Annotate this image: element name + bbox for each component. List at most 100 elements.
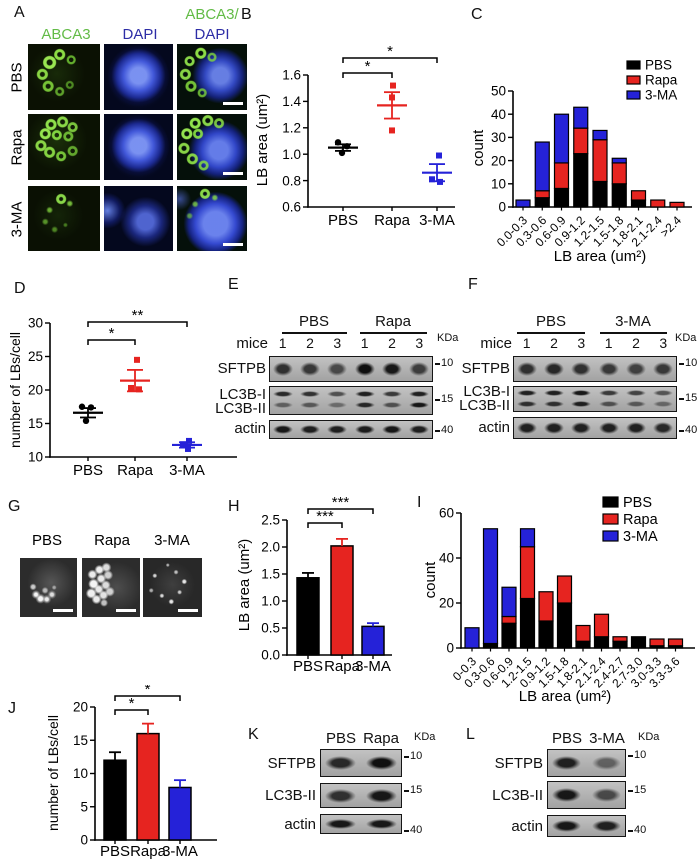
- marker-label: 10: [441, 357, 454, 369]
- sig-star: ***: [316, 508, 334, 525]
- blot-row-label: SFTPB: [267, 755, 316, 772]
- hist-segment-3-MA: [534, 141, 550, 192]
- blot-row-label: actin: [234, 420, 266, 437]
- y-tick-label: 2.0: [261, 540, 280, 555]
- protein-band: [653, 422, 674, 434]
- hist-segment-3-MA: [573, 106, 589, 129]
- marker-tick: [404, 756, 409, 758]
- chart-c-lb-area-histogram: 01020304050count0.0-0.30.3-0.60.6-0.90.9…: [470, 58, 692, 265]
- micrograph-3ma-abca3: [28, 186, 100, 251]
- hist-segment-3-MA: [482, 528, 499, 645]
- kda-label: KDa: [437, 332, 459, 344]
- hist-segment-PBS: [630, 199, 647, 208]
- sig-star: *: [387, 43, 393, 60]
- protein-band: [543, 400, 565, 407]
- hist-segment-Rapa: [538, 591, 554, 622]
- y-tick-label: 5: [80, 799, 88, 814]
- sig-bracket: [114, 709, 149, 715]
- hist-segment-Rapa: [630, 190, 647, 201]
- data-point: [437, 178, 443, 185]
- legend-swatch-3-MA: [602, 530, 619, 542]
- y-tick-label: 1.0: [261, 594, 280, 609]
- hist-segment-PBS: [519, 597, 536, 649]
- category-label: 3-MA: [355, 658, 391, 675]
- data-point: [338, 149, 346, 157]
- protein-band: [366, 788, 397, 803]
- micrograph-rapa-dapi: [104, 114, 173, 180]
- lane-number: 3: [415, 335, 424, 351]
- blot-row-label: LC3B-I: [463, 383, 510, 400]
- data-point: [186, 437, 192, 444]
- bar-PBS: [103, 759, 127, 841]
- sig-star: *: [365, 58, 371, 75]
- category-label: Rapa: [324, 658, 361, 675]
- protein-band: [552, 788, 582, 802]
- hist-segment-3-MA: [553, 113, 570, 164]
- panel-j-label: J: [8, 700, 16, 717]
- hist-segment-Rapa: [575, 624, 591, 642]
- data-point: [436, 152, 442, 159]
- bar-3-MA: [361, 625, 385, 656]
- chart-b-lb-area-scatter: 0.6 0.8 1.0 1.2 1.4 1.6 LB area (um²) PBS Rapa 3-…: [254, 43, 455, 229]
- g-label-3ma: 3-MA: [154, 532, 190, 549]
- protein-band: [299, 390, 321, 397]
- protein-band: [571, 362, 592, 376]
- protein-band: [366, 756, 397, 770]
- sig-star: **: [132, 307, 144, 324]
- hist-segment-PBS: [575, 640, 591, 649]
- data-point: [78, 403, 86, 410]
- y-tick-label: 1.0: [282, 147, 301, 162]
- micrograph-pbs-dapi: [104, 44, 173, 110]
- protein-band: [552, 820, 582, 832]
- marker-tick: [435, 399, 440, 401]
- y-tick-label: 20: [28, 383, 43, 398]
- protein-band: [409, 390, 430, 397]
- scale-bar: [223, 243, 243, 246]
- blot-strip-LC3B-I: [513, 386, 677, 412]
- micrograph-g-3ma: [143, 558, 202, 617]
- hist-segment-Rapa: [611, 162, 627, 185]
- scale-bar: [53, 609, 73, 612]
- protein-band: [327, 425, 348, 434]
- panel-d-label: D: [14, 280, 26, 297]
- legend-label: Rapa: [645, 73, 678, 88]
- data-point: [334, 139, 342, 146]
- sig-bracket: [87, 339, 136, 345]
- y-tick-label: 0.5: [261, 621, 280, 636]
- y-tick-label: 40: [439, 551, 454, 566]
- panel-c-label: C: [471, 6, 483, 23]
- protein-band: [272, 425, 293, 434]
- hist-segment-3-MA: [464, 627, 480, 649]
- blot-strip-LC3B-I: [269, 386, 433, 415]
- hist-segment-Rapa: [573, 127, 589, 155]
- kda-label: KDa: [638, 731, 660, 743]
- blot-row-label: actin: [511, 818, 543, 835]
- y-tick-label: 10: [28, 450, 43, 465]
- blot-row-label: LC3B-I: [219, 386, 266, 403]
- protein-band: [354, 362, 375, 376]
- protein-band: [571, 400, 592, 407]
- legend-swatch-Rapa: [602, 513, 619, 525]
- lane-number: 1: [522, 335, 531, 351]
- protein-band: [625, 362, 647, 376]
- marker-tick: [679, 430, 684, 432]
- marker-label: 40: [634, 824, 647, 836]
- micrograph-g-rapa: [82, 558, 140, 617]
- sig-star: *: [129, 695, 135, 712]
- protein-band: [381, 390, 403, 397]
- panel-h-label: H: [228, 498, 240, 515]
- blot-group-underline: [360, 332, 427, 334]
- hist-segment-PBS: [538, 620, 554, 649]
- protein-band: [354, 390, 375, 397]
- blot-group-underline: [282, 332, 347, 334]
- category-label: PBS: [293, 658, 323, 675]
- bar-Rapa: [330, 545, 354, 656]
- blot-row-label: SFTPB: [461, 360, 510, 377]
- hist-segment-Rapa: [612, 636, 628, 642]
- lane-number: 3: [577, 335, 586, 351]
- hist-segment-3-MA: [501, 586, 517, 618]
- data-point: [128, 384, 134, 391]
- sig-bracket: [307, 508, 374, 514]
- sig-bracket: [114, 695, 181, 701]
- data-point: [390, 82, 396, 89]
